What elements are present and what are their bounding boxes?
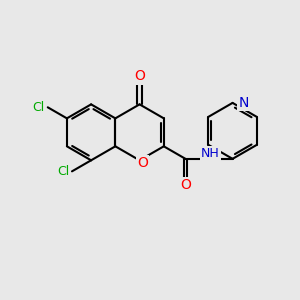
Text: N: N [238,96,249,110]
Text: Cl: Cl [33,101,45,114]
Text: Cl: Cl [57,165,69,178]
Text: NH: NH [201,147,220,160]
Text: O: O [180,178,191,192]
Text: O: O [137,156,148,170]
Text: O: O [134,69,145,83]
